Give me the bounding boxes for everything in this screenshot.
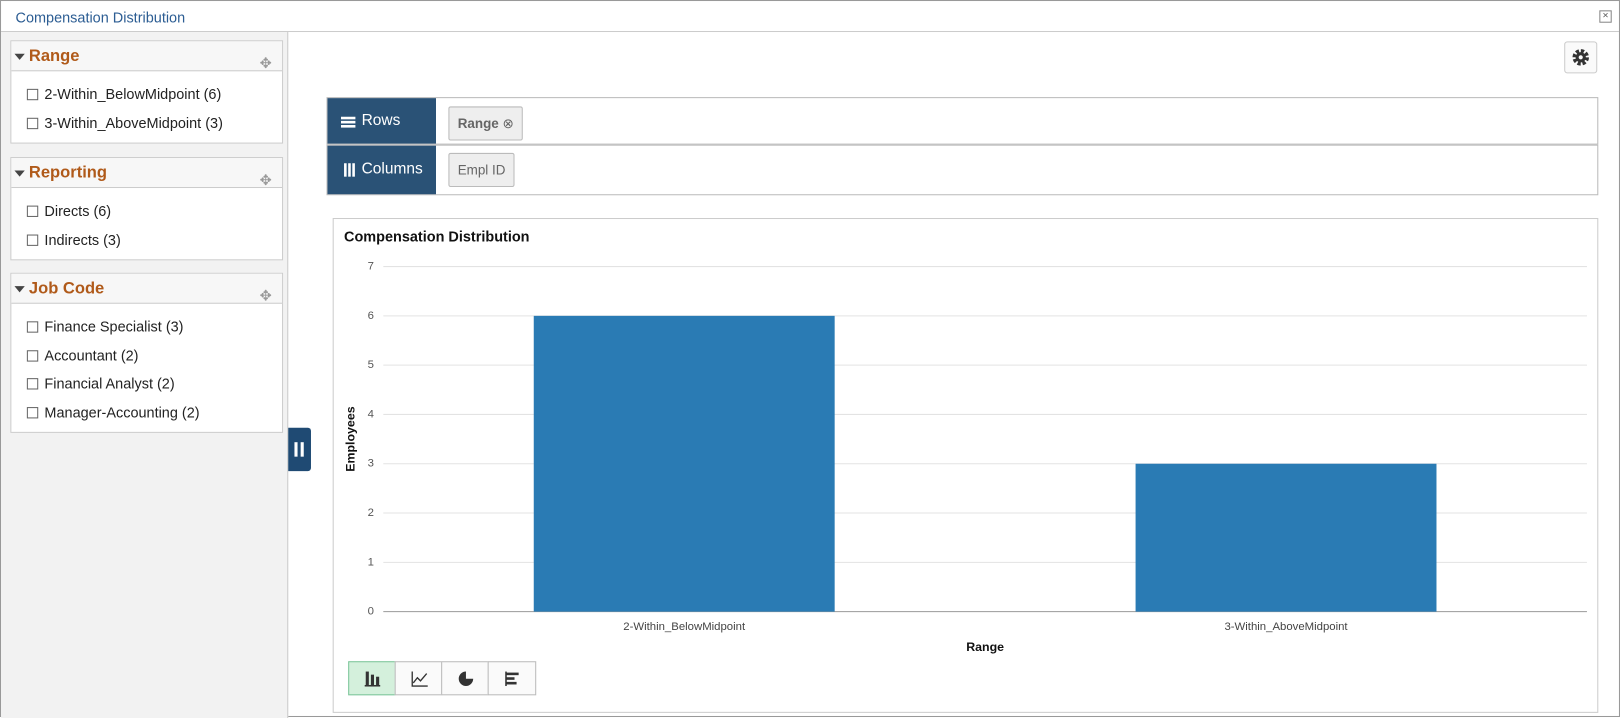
y-tick-label: 6 [368,310,374,322]
icon [411,671,428,687]
settings-button[interactable] [1564,41,1598,74]
icon [364,671,381,687]
facet-header[interactable]: Job Code ✥ [11,273,283,304]
move-handle[interactable]: ✥ [259,54,272,72]
rows-icon [340,116,356,128]
x-tick-label: 3-Within_AboveMidpoint [1224,621,1348,633]
icon [505,671,519,687]
y-tick-label: 3 [368,458,374,470]
bar [533,315,835,612]
panel-toggle[interactable] [288,427,311,472]
facet-panel: Range ✥ 2-Within_BelowMidpoint (6) 3-Within… [1,32,289,718]
bar-chart-button[interactable] [348,661,396,696]
y-tick-label: 1 [368,556,374,568]
facet-title: Range [28,47,80,66]
move-handle[interactable]: ✥ [259,171,272,189]
x-axis-label: Range [966,640,1004,654]
columns-label: Columns [327,145,436,195]
facet-item[interactable]: Indirects (3) [11,226,282,254]
rows-chip[interactable]: Range ⊗ [448,106,524,141]
icon [458,671,474,687]
toggle-icon [294,442,304,457]
y-tick-label: 0 [368,606,374,618]
facet-title: Reporting [28,164,107,182]
columns-icon [344,163,355,177]
chart: Compensation Distribution 0 1 2 3 4 5 6 7 Employe… [344,229,1587,654]
move-handle[interactable]: ✥ [259,287,272,304]
y-tick-label: 5 [368,359,374,371]
chip-text: Range [457,115,499,132]
columns-drop: Columns Empl ID [326,144,1599,196]
facet-items: 2-Within_BelowMidpoint (6) 3-Within_Above… [11,71,282,142]
y-tick-label: 2 [368,507,374,519]
gear-icon [1572,49,1589,66]
facet-header[interactable]: Range ✥ [11,41,283,72]
chart-title: Compensation Distribution [344,229,529,245]
facet-items: Directs (6) Indirects (3) [11,188,282,259]
close-button[interactable]: × [1599,10,1612,23]
facet-item[interactable]: Manager-Accounting (2) [11,398,282,426]
facet-item[interactable]: Directs (6) [11,197,282,225]
facet-item[interactable]: Finance Specialist (3) [11,313,282,341]
window-title: Compensation Distribution [1,1,1619,33]
y-tick-label: 4 [368,408,374,420]
facet: Reporting ✥ Directs (6) Indirects (3) [10,157,284,261]
line-chart-button[interactable] [394,661,443,696]
y-axis-label: Employees [344,406,358,471]
facet: Job Code ✥ Finance Specialist (3) Accountan… [10,272,284,433]
y-tick-label: 7 [368,261,374,273]
x-tick-label: 2-Within_BelowMidpoint [623,621,746,633]
pie-chart-button[interactable] [441,661,489,696]
chip-remove[interactable]: ⊗ [502,115,514,132]
facet-title: Job Code [28,279,105,298]
facet-items: Finance Specialist (3) Accountant (2) Fina… [11,304,282,432]
facet-item[interactable]: Financial Analyst (2) [11,370,282,398]
facet: Range ✥ 2-Within_BelowMidpoint (6) 3-Within… [10,40,284,144]
columns-chip[interactable]: Empl ID [448,152,515,188]
chart-panel: Compensation Distribution 0 1 2 3 4 5 6 7 Employe… [332,217,1599,713]
rows-drop: Rows Range ⊗ [326,97,1599,145]
facet-header[interactable]: Reporting ✥ [11,158,283,189]
bar [1135,463,1437,612]
horizontal-bar-button[interactable] [487,661,537,696]
facet-item[interactable]: Accountant (2) [11,341,282,369]
facet-item[interactable]: 2-Within_BelowMidpoint (6) [11,81,282,109]
facet-item[interactable]: 3-Within_AboveMidpoint (3) [11,109,282,137]
